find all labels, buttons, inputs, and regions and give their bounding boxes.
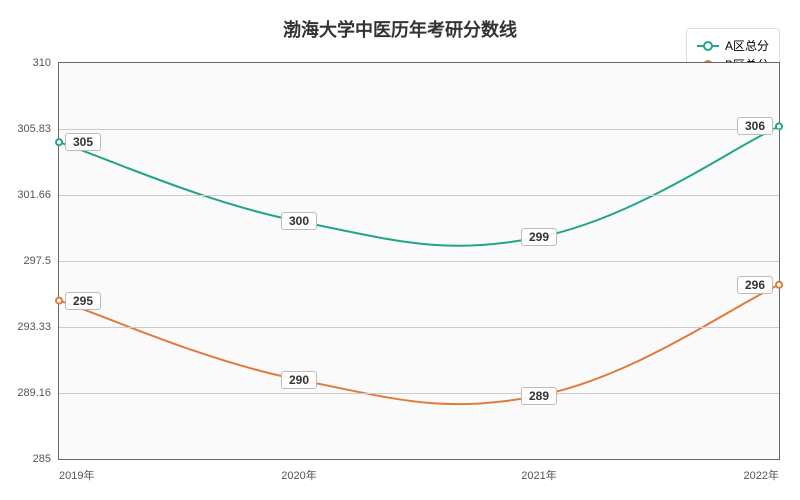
gridline-h (59, 393, 779, 394)
chart-title: 渤海大学中医历年考研分数线 (283, 16, 517, 42)
series-line (59, 126, 779, 245)
gridline-h (59, 261, 779, 262)
y-axis-label: 301.66 (17, 189, 59, 201)
series-line (59, 285, 779, 404)
y-axis-label: 289.16 (17, 387, 59, 399)
series-marker (296, 218, 302, 224)
series-marker (536, 234, 542, 240)
series-marker (56, 139, 62, 145)
gridline-h (59, 129, 779, 130)
x-axis-label: 2019年 (59, 459, 94, 483)
legend-item-a: A区总分 (697, 37, 769, 54)
legend-swatch-a (697, 45, 719, 47)
y-axis-label: 285 (33, 453, 59, 465)
series-marker (296, 377, 302, 383)
series-marker (56, 298, 62, 304)
y-axis-label: 293.33 (17, 321, 59, 333)
y-axis-label: 297.5 (23, 255, 59, 267)
y-axis-label: 310 (33, 57, 59, 69)
series-marker (776, 282, 782, 288)
gridline-h (59, 195, 779, 196)
legend-label-a: A区总分 (725, 37, 769, 54)
chart-container: 渤海大学中医历年考研分数线 A区总分 B区总分 285289.16293.332… (0, 0, 800, 500)
plot-area: 285289.16293.33297.5301.66305.833102019年… (58, 62, 780, 460)
x-axis-label: 2022年 (744, 459, 779, 483)
gridline-h (59, 327, 779, 328)
x-axis-label: 2020年 (281, 459, 316, 483)
y-axis-label: 305.83 (17, 123, 59, 135)
x-axis-label: 2021年 (521, 459, 556, 483)
